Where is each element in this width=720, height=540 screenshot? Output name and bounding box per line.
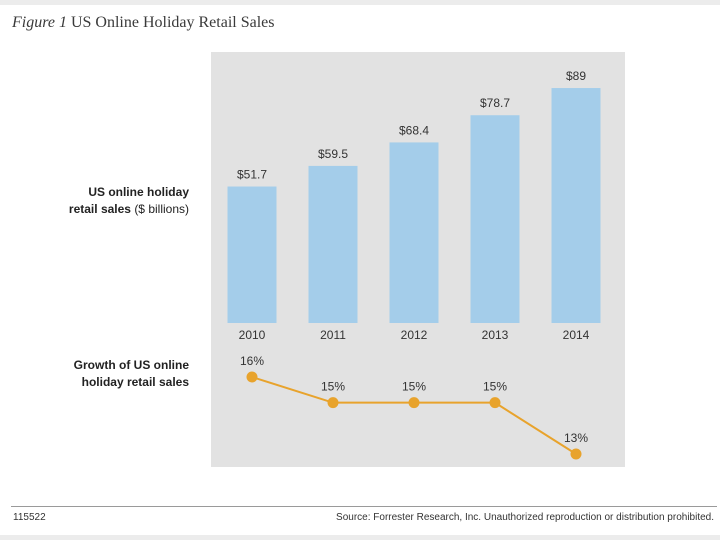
x-tick-label-2011: 2011 [320,328,346,342]
footer-divider [11,506,717,507]
bar-2014 [551,88,601,323]
growth-point-2013 [489,397,501,409]
growth-point-2014 [570,448,582,460]
figure-title: Figure 1 US Online Holiday Retail Sales [12,14,274,32]
growth-value-label-2012: 15% [402,380,426,394]
bar-2012 [389,142,439,323]
growth-value-label-2014: 13% [564,431,588,445]
bar-value-label-2014: $89 [566,69,586,83]
bar-2013 [470,115,520,324]
x-tick-label-2012: 2012 [401,328,428,342]
growth-row-label: Growth of US online holiday retail sales [74,357,189,391]
growth-point-2011 [327,397,339,409]
x-tick-label-2013: 2013 [482,328,509,342]
growth-value-label-2013: 15% [483,380,507,394]
bar-value-label-2010: $51.7 [237,168,267,182]
sales-row-label-unit: ($ billions) [134,202,189,216]
growth-point-2010 [246,371,258,383]
growth-value-label-2011: 15% [321,380,345,394]
growth-point-2012 [408,397,420,409]
figure-title-text: US Online Holiday Retail Sales [70,14,275,31]
bar-value-label-2012: $68.4 [399,123,429,137]
footer-id: 115522 [13,512,46,523]
x-tick-label-2014: 2014 [563,328,590,342]
sales-row-label-line-2: retail sales [68,202,131,216]
sales-row-label-line-1: US online holiday [88,185,189,199]
growth-value-label-2010: 16% [240,354,264,368]
figure-number: Figure 1 [12,14,67,31]
bar-2010 [227,186,277,323]
bar-value-label-2011: $59.5 [318,147,348,161]
growth-row-label-line-2: holiday retail sales [81,375,189,389]
footer-source: Source: Forrester Research, Inc. Unautho… [336,512,714,523]
bar-2011 [308,165,358,323]
x-tick-label-2010: 2010 [239,328,266,342]
bar-value-label-2013: $78.7 [480,96,510,110]
growth-row-label-line-1: Growth of US online [73,358,189,372]
sales-row-label: US online holiday retail sales ($ billio… [69,184,189,218]
